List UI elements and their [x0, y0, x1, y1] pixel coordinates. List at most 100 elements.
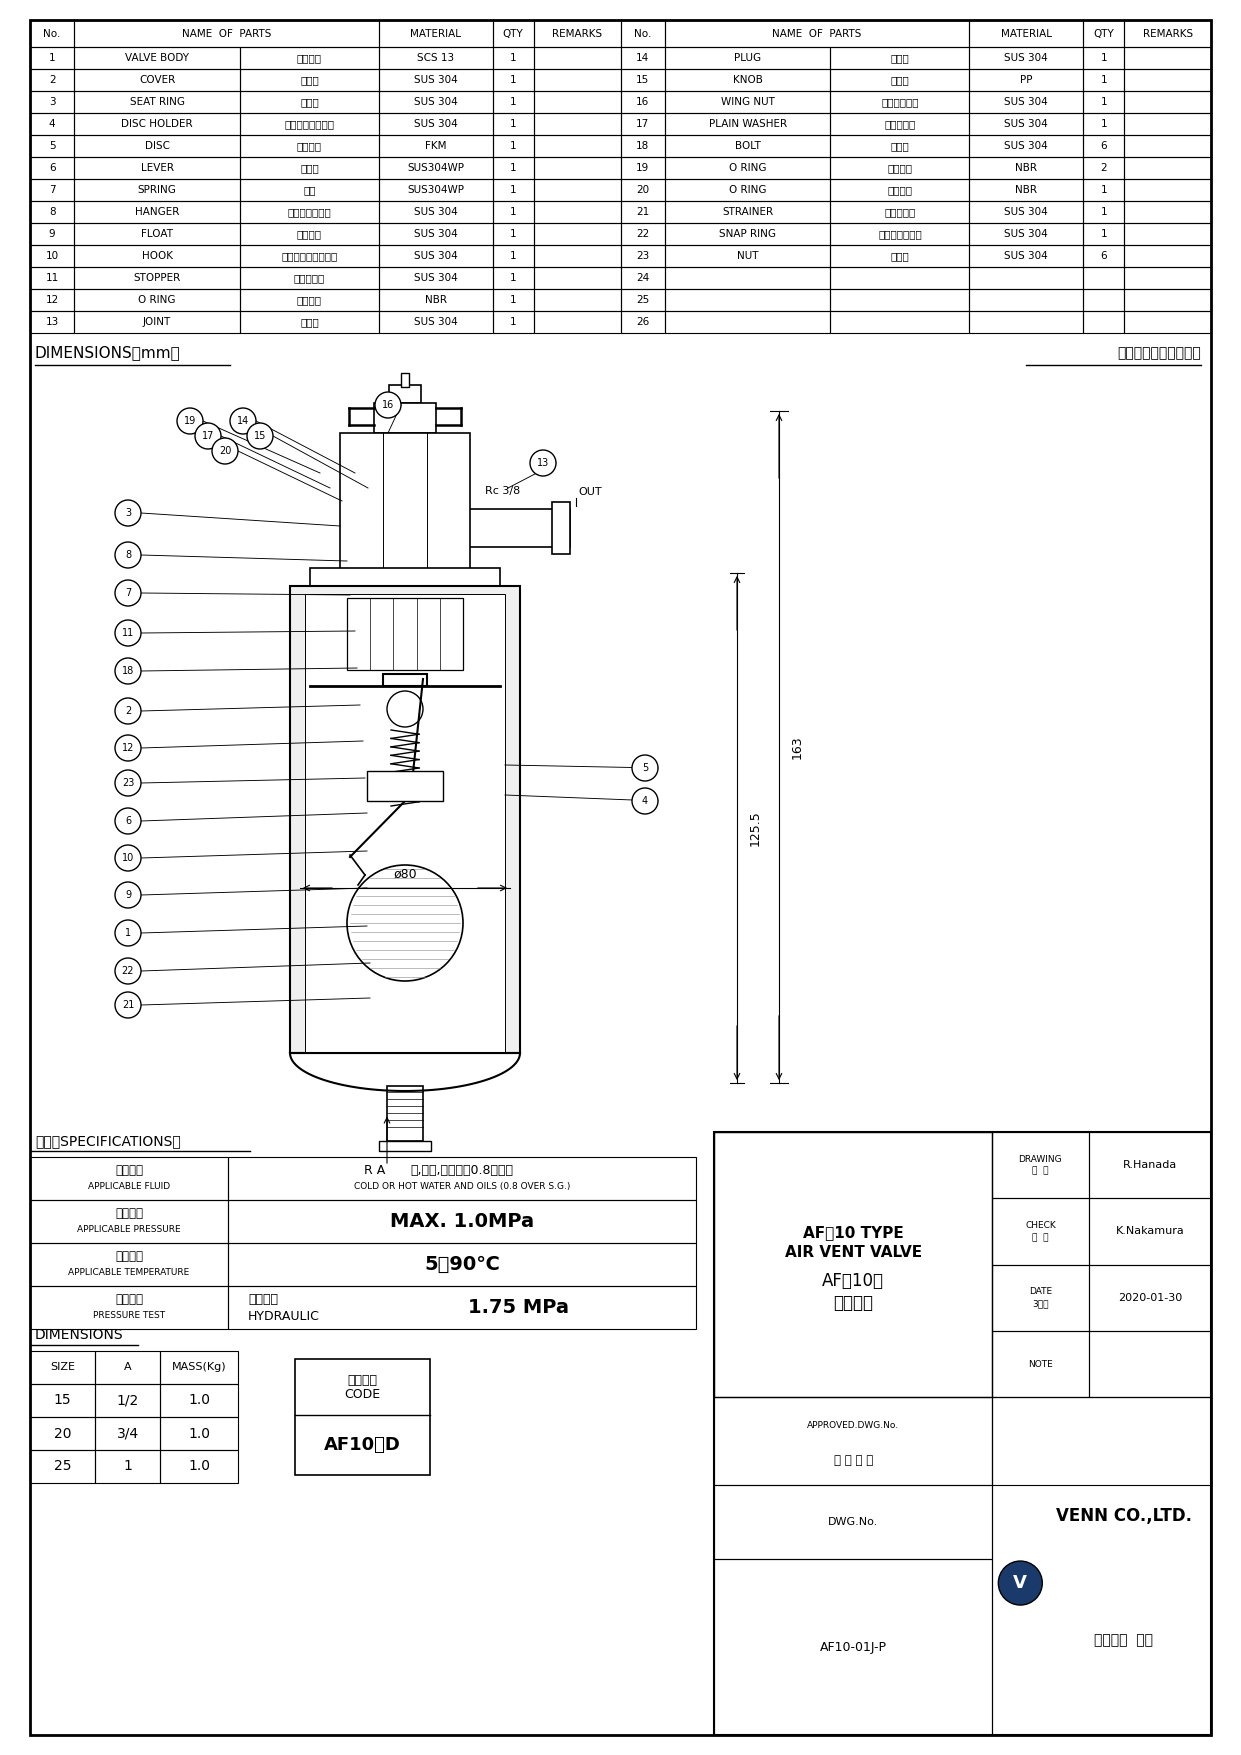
- Bar: [30, 156, 74, 179]
- Bar: [1083, 202, 1124, 223]
- Text: 16: 16: [635, 97, 649, 107]
- Text: REMARKS: REMARKS: [1143, 28, 1193, 39]
- Bar: [379, 112, 493, 135]
- Text: 1: 1: [1101, 53, 1107, 63]
- Bar: [665, 135, 830, 156]
- Bar: [665, 311, 830, 333]
- Bar: [620, 290, 665, 311]
- Bar: [30, 1200, 228, 1243]
- Text: スナップリング: スナップリング: [879, 228, 922, 239]
- Text: 仕様（SPECIFICATIONS）: 仕様（SPECIFICATIONS）: [35, 1134, 181, 1148]
- Text: SUS 304: SUS 304: [414, 228, 458, 239]
- Text: 1: 1: [510, 228, 516, 239]
- Bar: [969, 290, 1083, 311]
- Text: 10: 10: [46, 251, 58, 261]
- Bar: [379, 179, 493, 202]
- Text: O RING: O RING: [728, 163, 767, 174]
- Bar: [620, 156, 665, 179]
- Bar: [379, 290, 493, 311]
- Text: 耐圧試験: 耐圧試験: [115, 1293, 143, 1306]
- Circle shape: [115, 542, 141, 569]
- Bar: [240, 156, 379, 179]
- Circle shape: [115, 770, 141, 797]
- Text: Ｏリング: Ｏリング: [887, 163, 912, 174]
- Bar: [665, 246, 830, 267]
- Text: 13: 13: [46, 318, 58, 326]
- Bar: [74, 47, 240, 68]
- Bar: [665, 267, 830, 290]
- Bar: [552, 502, 570, 555]
- Bar: [74, 135, 240, 156]
- Text: SUS 304: SUS 304: [1004, 53, 1049, 63]
- Bar: [465, 509, 570, 548]
- Text: 8: 8: [125, 549, 132, 560]
- Text: No.: No.: [43, 28, 61, 39]
- Text: BOLT: BOLT: [735, 140, 761, 151]
- Bar: [714, 1132, 993, 1397]
- Text: 水圧にて: 水圧にて: [248, 1293, 278, 1306]
- Text: 22: 22: [635, 228, 649, 239]
- Bar: [290, 586, 520, 1053]
- Text: MATERIAL: MATERIAL: [1000, 28, 1052, 39]
- Text: MATERIAL: MATERIAL: [411, 28, 462, 39]
- Text: 25: 25: [53, 1460, 71, 1474]
- Text: 3: 3: [48, 97, 56, 107]
- Circle shape: [998, 1560, 1042, 1606]
- Circle shape: [115, 883, 141, 907]
- Bar: [240, 68, 379, 91]
- Bar: [969, 311, 1083, 333]
- Bar: [74, 246, 240, 267]
- Text: Ｏリング: Ｏリング: [297, 295, 321, 305]
- Bar: [493, 311, 534, 333]
- Text: 1: 1: [510, 251, 516, 261]
- Text: SUS 304: SUS 304: [414, 119, 458, 130]
- Bar: [714, 1485, 993, 1560]
- Text: 20: 20: [53, 1427, 71, 1441]
- Text: 水道法性能基準適合品: 水道法性能基準適合品: [1117, 346, 1201, 360]
- Text: 6: 6: [125, 816, 132, 827]
- Bar: [74, 202, 240, 223]
- Text: 1: 1: [510, 53, 516, 63]
- Text: 5〜90℃: 5〜90℃: [424, 1255, 500, 1274]
- Text: LEVER: LEVER: [140, 163, 174, 174]
- Text: 4: 4: [642, 797, 648, 806]
- Bar: [30, 290, 74, 311]
- Bar: [1083, 112, 1124, 135]
- Bar: [74, 68, 240, 91]
- Text: 9: 9: [125, 890, 132, 900]
- Bar: [30, 1450, 96, 1483]
- Text: 1: 1: [1101, 75, 1107, 84]
- Text: 19: 19: [635, 163, 649, 174]
- Bar: [1088, 1265, 1211, 1330]
- Text: NBR: NBR: [424, 295, 447, 305]
- Text: R A: R A: [365, 1165, 386, 1178]
- Text: 20: 20: [218, 446, 231, 456]
- Bar: [228, 1157, 696, 1200]
- Bar: [493, 202, 534, 223]
- Text: 22: 22: [122, 965, 134, 976]
- Text: 18: 18: [635, 140, 649, 151]
- Text: 2020-01-30: 2020-01-30: [1118, 1293, 1181, 1302]
- Bar: [379, 202, 493, 223]
- Text: ø80: ø80: [393, 867, 417, 881]
- Bar: [30, 1416, 96, 1450]
- Text: SUS 304: SUS 304: [414, 207, 458, 218]
- Bar: [1124, 91, 1211, 112]
- Text: 3: 3: [125, 507, 132, 518]
- Bar: [969, 267, 1083, 290]
- Text: 適用流体: 適用流体: [115, 1164, 143, 1178]
- Bar: [534, 19, 620, 47]
- Bar: [228, 1286, 696, 1329]
- Text: 15: 15: [254, 432, 266, 441]
- Text: DATE: DATE: [1029, 1288, 1052, 1297]
- Bar: [620, 68, 665, 91]
- Bar: [830, 290, 969, 311]
- Bar: [534, 290, 620, 311]
- Text: AIR VENT VALVE: AIR VENT VALVE: [784, 1244, 922, 1260]
- Bar: [1124, 202, 1211, 223]
- Text: 株式会社  ベン: 株式会社 ベン: [1095, 1634, 1153, 1648]
- Text: 1: 1: [510, 119, 516, 130]
- Text: REMARKS: REMARKS: [552, 28, 602, 39]
- Text: フロートツリカナグ: フロートツリカナグ: [282, 251, 338, 261]
- Bar: [534, 91, 620, 112]
